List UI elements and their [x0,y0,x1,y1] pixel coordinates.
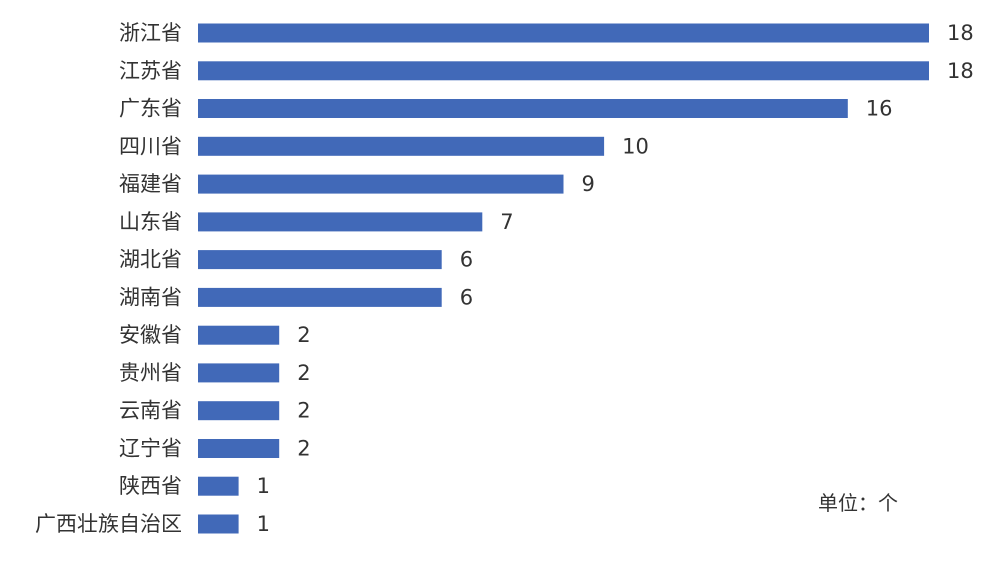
category-labels: 浙江省江苏省广东省四川省福建省山东省湖北省湖南省安徽省贵州省云南省辽宁省陕西省广… [35,21,182,536]
category-label-13: 广西壮族自治区 [35,512,182,536]
value-label-8: 2 [297,323,310,347]
bar-4 [198,174,564,194]
category-label-11: 辽宁省 [119,437,182,461]
bar-11 [198,439,280,458]
bar-10 [198,401,280,421]
bar-8 [198,325,280,345]
value-label-6: 6 [460,248,473,272]
value-label-11: 2 [297,437,310,461]
bar-3 [198,136,605,156]
category-label-4: 福建省 [119,172,182,196]
category-label-5: 山东省 [119,210,182,234]
bar-7 [198,287,442,307]
value-labels: 18 18 16 10 9 7 6 6 2 2 2 2 1 1 [257,21,974,536]
value-label-7: 6 [460,285,473,309]
bar-13 [198,514,239,534]
category-label-7: 湖南省 [119,285,182,309]
bar-12 [198,476,239,496]
value-label-13: 1 [257,512,270,536]
value-label-4: 9 [582,172,595,196]
bar-5 [198,212,483,232]
category-label-3: 四川省 [119,134,182,158]
bar-2 [198,99,848,118]
value-label-9: 2 [297,361,310,385]
value-label-3: 10 [622,134,649,158]
bar-9 [198,363,280,383]
value-label-0: 18 [947,21,974,45]
value-label-10: 2 [297,399,310,423]
value-label-5: 7 [500,210,513,234]
category-label-10: 云南省 [119,399,182,423]
category-label-6: 湖北省 [119,248,182,272]
category-label-2: 广东省 [119,97,182,121]
value-label-12: 1 [257,474,270,498]
value-label-2: 16 [866,97,893,121]
category-label-1: 江苏省 [119,59,182,83]
bar-6 [198,250,442,270]
value-label-1: 18 [947,59,974,83]
bars [198,23,929,534]
category-label-9: 贵州省 [119,361,182,385]
category-label-8: 安徽省 [119,323,182,347]
unit-note: 单位：个 [818,491,898,515]
category-label-12: 陕西省 [119,474,182,498]
bar-0 [198,23,929,43]
category-label-0: 浙江省 [119,21,182,45]
bar-1 [198,61,929,81]
